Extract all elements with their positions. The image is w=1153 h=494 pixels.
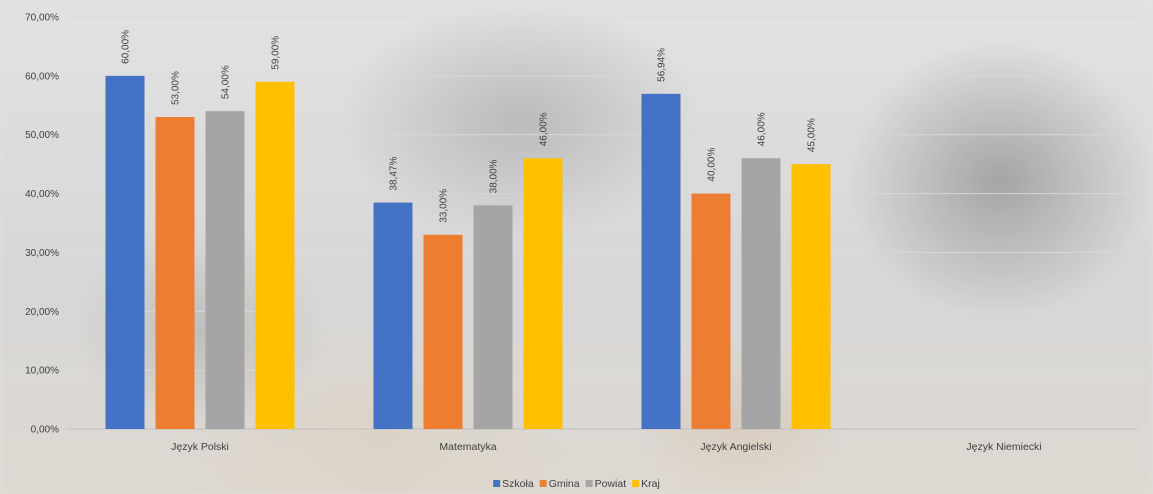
bar-gmina <box>423 234 463 429</box>
data-label: 46,00% <box>539 112 550 146</box>
y-tick-label: 0,00% <box>31 425 59 436</box>
y-tick-label: 30,00% <box>25 248 59 259</box>
bar-kraj <box>791 164 831 429</box>
y-tick-label: 60,00% <box>25 71 59 82</box>
x-category-label: Matematyka <box>439 441 496 453</box>
data-label: 38,00% <box>489 159 500 193</box>
data-label: 59,00% <box>271 36 282 70</box>
data-label: 56,94% <box>657 48 668 82</box>
legend-label: Powiat <box>595 478 627 490</box>
legend-label: Kraj <box>641 478 660 490</box>
data-label: 60,00% <box>121 30 132 64</box>
y-tick-label: 50,00% <box>25 130 59 141</box>
legend-swatch-kraj <box>632 480 640 487</box>
data-label: 54,00% <box>221 65 232 99</box>
bar-powiat <box>473 205 513 429</box>
bar-szkoła <box>641 93 681 429</box>
legend-swatch-powiat <box>585 480 593 487</box>
y-tick-label: 70,00% <box>25 13 59 24</box>
bar-kraj <box>255 81 295 429</box>
data-label: 33,00% <box>439 189 450 223</box>
x-category-label: Język Angielski <box>700 441 771 453</box>
bar-szkoła <box>105 75 145 429</box>
bar-powiat <box>205 111 245 430</box>
x-category-label: Język Niemiecki <box>966 441 1041 453</box>
data-label: 38,47% <box>389 157 400 191</box>
data-label: 53,00% <box>171 71 182 105</box>
x-category-label: Język Polski <box>171 441 229 453</box>
legend-swatch-szkoła <box>493 480 501 487</box>
bar-kraj <box>523 158 563 429</box>
y-tick-label: 10,00% <box>25 366 59 377</box>
data-label: 46,00% <box>757 112 768 146</box>
legend-label: Gmina <box>549 478 580 490</box>
bar-powiat <box>741 158 781 429</box>
data-label: 40,00% <box>707 148 718 182</box>
bar-series: 60,00% 53,00% 54,00% 59,00% 38,47% 33,00% 38,0… <box>105 30 831 430</box>
legend-label: Szkoła <box>502 478 534 490</box>
data-label: 45,00% <box>807 118 818 152</box>
legend-swatch-gmina <box>539 480 547 487</box>
gridlines <box>66 16 1138 430</box>
legend: Szkoła Gmina Powiat Kraj <box>493 478 660 490</box>
bar-gmina <box>691 193 731 429</box>
y-tick-label: 20,00% <box>25 307 59 318</box>
bar-szkoła <box>373 202 413 429</box>
x-axis: Język Polski Matematyka Język Angielski Jęz… <box>171 441 1042 453</box>
y-axis: 0,00% 10,00% 20,00% 30,00% 40,00% 50,00% 60,00… <box>25 13 59 436</box>
bar-gmina <box>155 117 195 430</box>
y-tick-label: 40,00% <box>25 189 59 200</box>
